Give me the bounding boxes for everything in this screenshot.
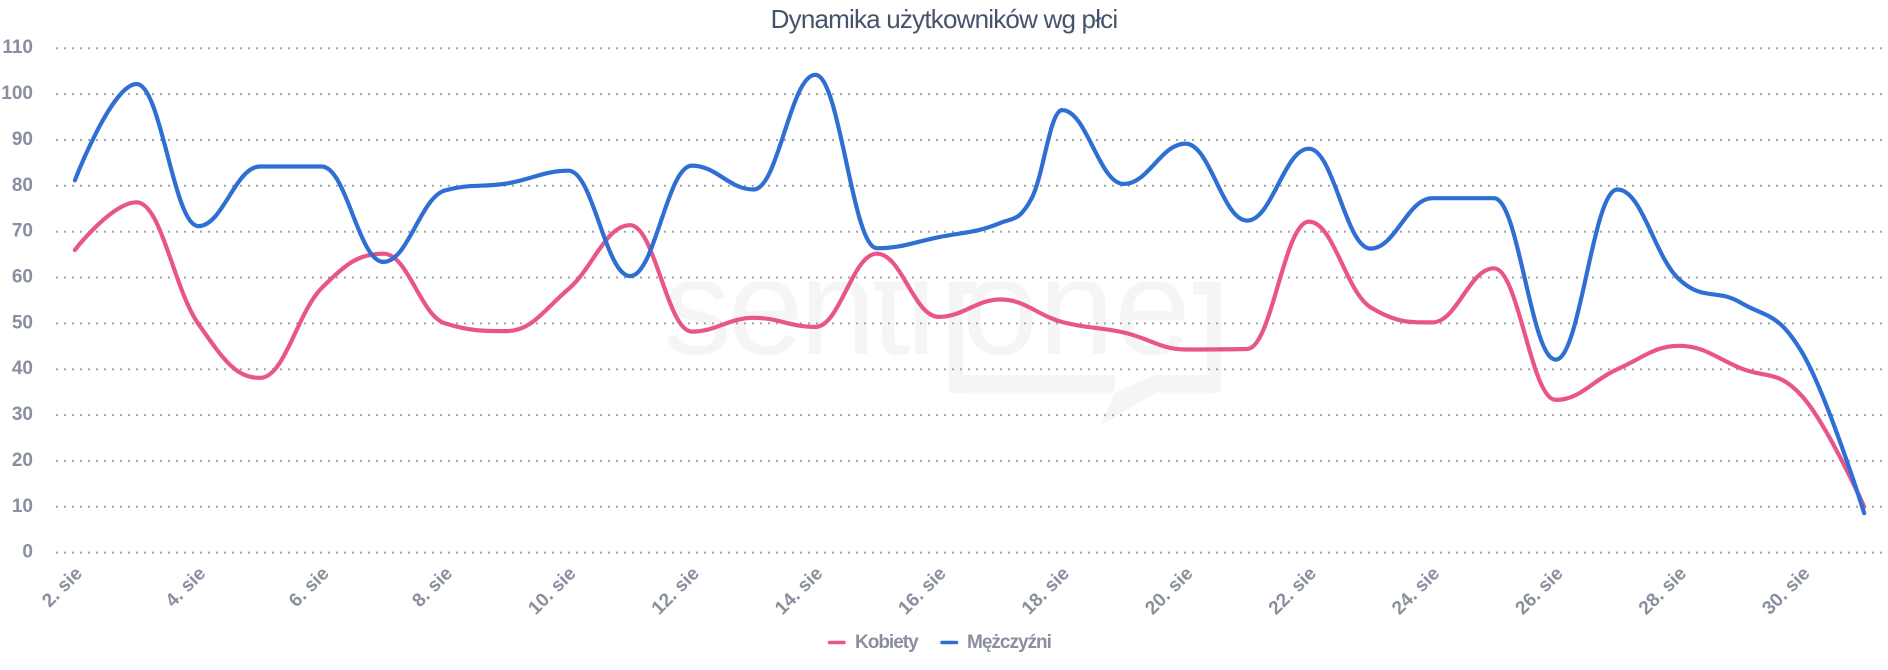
svg-text:Dynamika użytkowników wg płci: Dynamika użytkowników wg płci [771,4,1118,34]
svg-text:50: 50 [12,312,33,333]
svg-text:60: 60 [12,267,33,288]
svg-text:110: 110 [2,37,33,58]
svg-text:70: 70 [12,221,33,242]
svg-text:senti: senti [663,231,932,384]
svg-text:100: 100 [1,83,33,104]
svg-text:10: 10 [12,496,33,517]
svg-text:20: 20 [12,450,33,471]
svg-text:Kobiety: Kobiety [855,632,919,653]
svg-text:90: 90 [12,129,33,150]
svg-text:30: 30 [12,404,33,425]
svg-text:80: 80 [12,175,33,196]
svg-text:Mężczyźni: Mężczyźni [967,632,1051,653]
svg-text:0: 0 [22,542,33,563]
svg-text:40: 40 [12,358,33,379]
